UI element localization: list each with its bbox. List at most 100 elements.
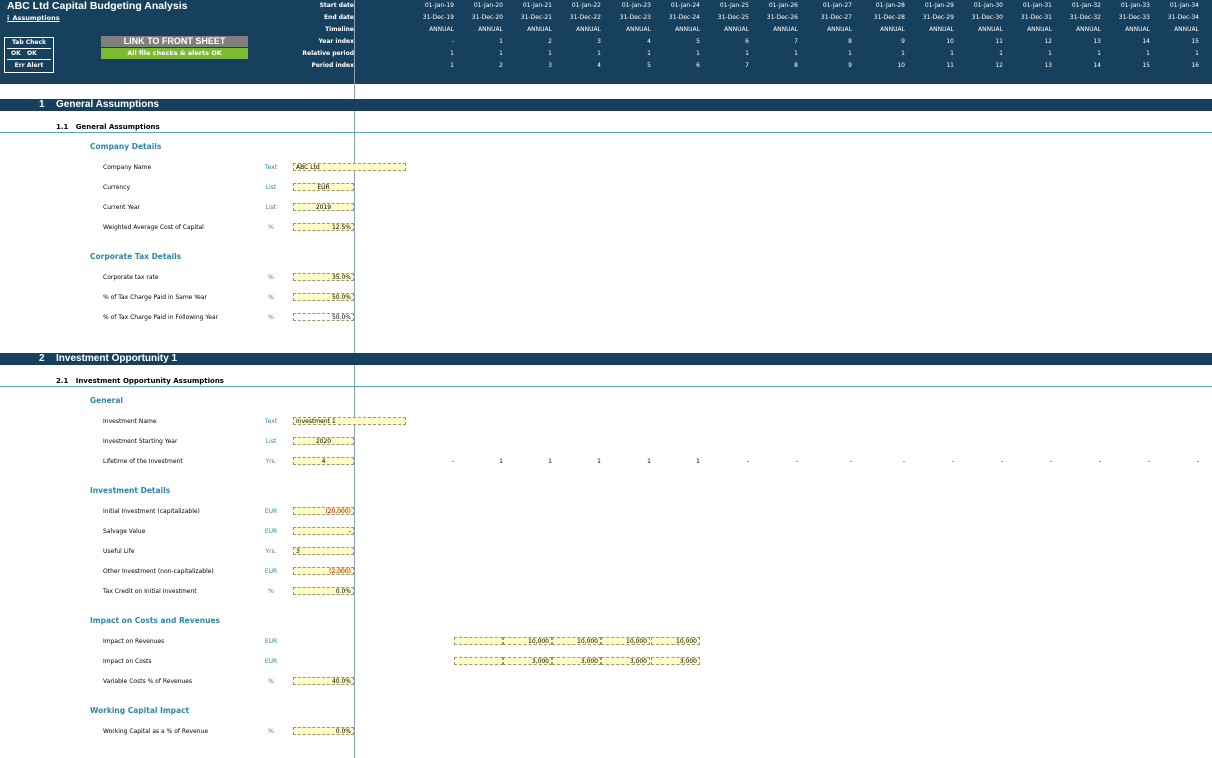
other-investment-input[interactable]: (2,000) bbox=[293, 567, 354, 575]
lifetime-flag-cell: - bbox=[951, 458, 954, 465]
subsection-text: General Assumptions bbox=[75, 123, 160, 131]
cost-impact-input[interactable]: 3,000 bbox=[552, 657, 601, 665]
subsection-title: 1.1 General Assumptions bbox=[56, 123, 160, 131]
relative-period-cell: 1 bbox=[597, 50, 601, 57]
unit-label: List bbox=[265, 184, 277, 191]
cost-impact-input[interactable]: 3,000 bbox=[503, 657, 552, 665]
year-index-cell: 8 bbox=[848, 38, 852, 45]
wacc-input[interactable]: 12.5% bbox=[293, 223, 354, 231]
group-heading: Company Details bbox=[90, 142, 162, 151]
year-index-cell: 2 bbox=[548, 38, 552, 45]
period-index-cell: 1 bbox=[450, 62, 454, 69]
lifetime-flag-cell: - bbox=[795, 458, 798, 465]
unit-label: % bbox=[268, 678, 274, 685]
lifetime-flag-cell: 1 bbox=[696, 458, 700, 465]
variable-costs-input[interactable]: 40.0% bbox=[293, 677, 354, 685]
lifetime-flag-cell: - bbox=[902, 458, 905, 465]
row-label: Initial Investment (capitalizable) bbox=[103, 508, 200, 515]
section-number: 1 bbox=[39, 99, 45, 110]
year-index-cell: 14 bbox=[1142, 38, 1150, 45]
start-date-cell: 01-Jan-28 bbox=[875, 2, 905, 9]
start-date-cell: 01-Jan-30 bbox=[973, 2, 1003, 9]
subsection-text: Investment Opportunity Assumptions bbox=[75, 377, 224, 385]
year-index-cell: 15 bbox=[1191, 38, 1199, 45]
end-date-cell: 31-Dec-26 bbox=[766, 14, 798, 21]
current-year-select[interactable]: 2019 bbox=[293, 203, 354, 211]
year-index-cell: 10 bbox=[946, 38, 954, 45]
salvage-value-input[interactable]: - bbox=[293, 527, 354, 535]
revenue-impact-input[interactable]: 10,000 bbox=[651, 637, 700, 645]
unit-label: Text bbox=[264, 164, 278, 171]
period-index-cell: 6 bbox=[696, 62, 700, 69]
start-date-cell: 01-Jan-27 bbox=[822, 2, 852, 9]
period-index-cell: 9 bbox=[848, 62, 852, 69]
investment-name-input[interactable]: Investment 1 bbox=[293, 417, 406, 425]
lifetime-flag-cell: - bbox=[746, 458, 749, 465]
tax-same-year-input[interactable]: 50.0% bbox=[293, 293, 354, 301]
unit-label: EUR bbox=[264, 638, 278, 645]
row-label: Impact on Costs bbox=[103, 658, 152, 665]
useful-life-input[interactable]: 3 bbox=[293, 547, 354, 555]
freeze-pane-divider bbox=[354, 0, 355, 758]
timeline-cell: ANNUAL bbox=[1076, 26, 1101, 33]
timeline-cell: ANNUAL bbox=[724, 26, 749, 33]
tax-credit-input[interactable]: 0.0% bbox=[293, 587, 354, 595]
year-index-label: Year index bbox=[318, 38, 354, 45]
period-index-cell: 10 bbox=[897, 62, 905, 69]
lifetime-flag-cell: - bbox=[1000, 458, 1003, 465]
currency-select[interactable]: EUR bbox=[293, 183, 354, 191]
unit-label: % bbox=[268, 274, 274, 281]
lifetime-flag-cell: 1 bbox=[548, 458, 552, 465]
timeline-cell: ANNUAL bbox=[527, 26, 552, 33]
file-checks-status: All file checks & alerts OK bbox=[101, 48, 248, 59]
relative-period-cell: 1 bbox=[745, 50, 749, 57]
relative-period-label: Relative period bbox=[302, 50, 354, 57]
row-label: Investment Name bbox=[103, 418, 157, 425]
lifetime-flag-cell: - bbox=[1098, 458, 1101, 465]
unit-label: Text bbox=[264, 418, 278, 425]
revenue-impact-input[interactable] bbox=[454, 637, 503, 645]
relative-period-cell: 1 bbox=[647, 50, 651, 57]
relative-period-cell: 1 bbox=[696, 50, 700, 57]
tab-check-box: Tab Check OK OK Err Alert bbox=[4, 37, 54, 73]
end-date-cell: 31-Dec-21 bbox=[520, 14, 552, 21]
tax-rate-input[interactable]: 35.0% bbox=[293, 273, 354, 281]
unit-label: Yrs. bbox=[265, 458, 277, 465]
lifetime-flag-cell: - bbox=[1147, 458, 1150, 465]
revenue-impact-input[interactable]: 10,000 bbox=[503, 637, 552, 645]
tax-following-year-cell[interactable]: 50.0% bbox=[293, 313, 354, 321]
row-label: Useful Life bbox=[103, 548, 135, 555]
revenue-impact-input[interactable]: 10,000 bbox=[552, 637, 601, 645]
start-date-label: Start date bbox=[319, 2, 354, 9]
revenue-impact-input[interactable]: 10,000 bbox=[601, 637, 650, 645]
start-date-cell: 01-Jan-23 bbox=[621, 2, 651, 9]
start-date-cell: 01-Jan-33 bbox=[1120, 2, 1150, 9]
link-to-front-sheet-button[interactable]: LINK TO FRONT SHEET bbox=[101, 36, 248, 47]
cost-impact-input[interactable] bbox=[454, 657, 503, 665]
timeline-label: Timeline bbox=[325, 26, 354, 33]
start-date-cell: 01-Jan-19 bbox=[424, 2, 454, 9]
relative-period-cell: 1 bbox=[548, 50, 552, 57]
cost-impact-input[interactable]: 3,000 bbox=[651, 657, 700, 665]
working-capital-input[interactable]: 0.0% bbox=[293, 727, 354, 735]
end-date-cell: 31-Dec-20 bbox=[471, 14, 503, 21]
investment-start-year-select[interactable]: 2020 bbox=[293, 437, 354, 445]
timeline-cell: ANNUAL bbox=[929, 26, 954, 33]
relative-period-cell: 1 bbox=[950, 50, 954, 57]
tab-check-title: Tab Check bbox=[11, 39, 47, 46]
lifetime-flag-cell: - bbox=[849, 458, 852, 465]
period-index-cell: 16 bbox=[1191, 62, 1199, 69]
start-date-cell: 01-Jan-25 bbox=[719, 2, 749, 9]
subsection-underline bbox=[0, 132, 1212, 133]
subsection-number: 1.1 bbox=[56, 123, 69, 131]
lifetime-flag-cell: 1 bbox=[499, 458, 503, 465]
section-title: Investment Opportunity 1 bbox=[56, 353, 178, 364]
year-index-cell: 5 bbox=[696, 38, 700, 45]
initial-investment-input[interactable]: (20,000) bbox=[293, 507, 354, 515]
investment-lifetime-input[interactable]: 4 bbox=[293, 457, 354, 465]
cost-impact-input[interactable]: 3,000 bbox=[601, 657, 650, 665]
company-name-input[interactable]: ABC Ltd bbox=[293, 163, 406, 171]
relative-period-cell: 1 bbox=[1146, 50, 1150, 57]
row-label: Investment Starting Year bbox=[103, 438, 178, 445]
period-index-cell: 8 bbox=[794, 62, 798, 69]
